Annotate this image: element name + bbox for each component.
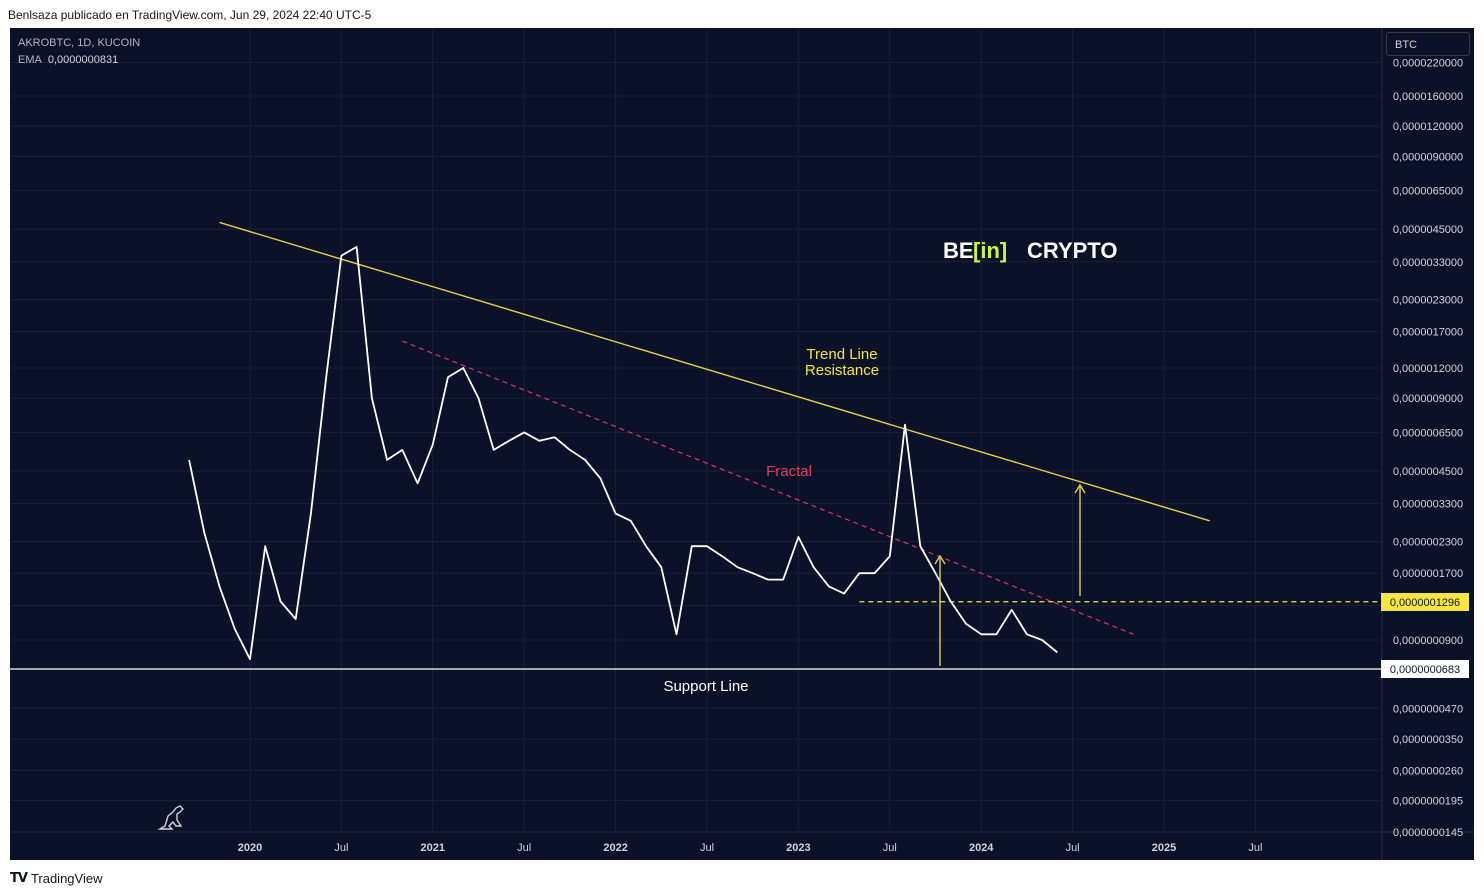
ema-value: 0,0000000831	[47, 54, 119, 66]
footer-brand[interactable]: TradingView	[30, 870, 103, 886]
symbol-label[interactable]: AKROBTC, 1D, KUCOIN	[18, 37, 141, 49]
chart-legend: AKROBTC, 1D, KUCOIN EMA 0,0000000831	[18, 35, 140, 69]
footer: 𝗧𝗩 TradingView	[10, 870, 102, 886]
ema-label: EMA	[18, 54, 42, 66]
publisher-info: Benlsaza publicado en TradingView.com, J…	[8, 8, 372, 22]
ema-indicator[interactable]: EMA 0,0000000831	[18, 52, 140, 69]
chart-frame[interactable]	[10, 28, 1474, 860]
currency-selector[interactable]: BTC	[1386, 32, 1470, 56]
tradingview-logo-icon: 𝗧𝗩	[10, 870, 28, 885]
